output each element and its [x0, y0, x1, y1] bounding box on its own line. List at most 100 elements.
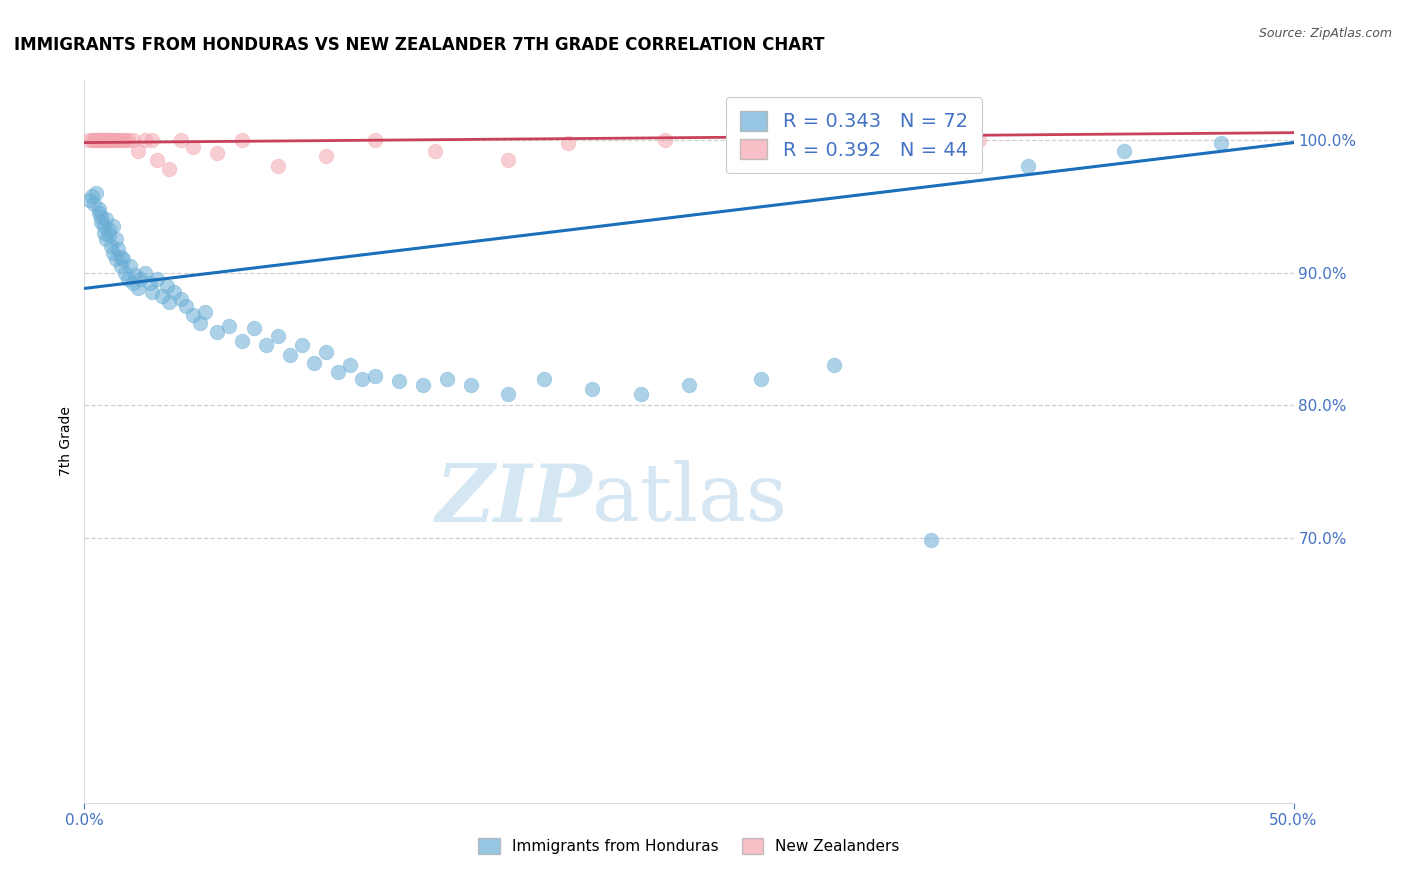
Point	[77, 133, 100, 147]
Point	[163, 285, 186, 300]
Point	[90, 215, 112, 229]
Point	[110, 133, 132, 147]
Point	[823, 359, 845, 373]
Point	[80, 188, 103, 202]
Point	[1017, 160, 1039, 174]
Y-axis label: 7th Grade: 7th Grade	[59, 407, 73, 476]
Point	[267, 329, 290, 343]
Point	[117, 272, 139, 286]
Point	[83, 133, 105, 147]
Point	[423, 144, 446, 158]
Point	[339, 359, 361, 373]
Point	[496, 153, 519, 167]
Point	[90, 133, 112, 147]
Point	[155, 278, 177, 293]
Point	[533, 371, 555, 385]
Point	[77, 193, 100, 207]
Point	[104, 133, 127, 147]
Point	[352, 371, 374, 385]
Point	[231, 334, 253, 349]
Point	[94, 232, 117, 246]
Point	[267, 160, 290, 174]
Point	[654, 133, 676, 147]
Point	[1209, 136, 1232, 150]
Point	[87, 202, 110, 216]
Point	[94, 212, 117, 227]
Point	[278, 348, 301, 362]
Point	[100, 239, 122, 253]
Point	[363, 133, 385, 147]
Point	[107, 133, 129, 147]
Text: ZIP: ZIP	[436, 460, 592, 538]
Point	[107, 242, 129, 256]
Point	[121, 276, 143, 290]
Point	[124, 268, 146, 282]
Point	[87, 133, 110, 147]
Point	[94, 133, 117, 147]
Point	[388, 374, 411, 388]
Point	[231, 133, 253, 147]
Point	[86, 133, 108, 147]
Point	[146, 153, 169, 167]
Point	[94, 133, 117, 147]
Point	[315, 149, 337, 163]
Point	[181, 139, 204, 153]
Point	[194, 305, 217, 319]
Point	[174, 299, 197, 313]
Point	[207, 325, 229, 339]
Point	[751, 371, 773, 385]
Point	[291, 338, 314, 352]
Point	[242, 321, 264, 335]
Point	[97, 228, 120, 243]
Point	[127, 144, 149, 158]
Point	[328, 365, 350, 379]
Point	[83, 196, 105, 211]
Point	[751, 146, 773, 161]
Point	[110, 259, 132, 273]
Point	[207, 146, 229, 161]
Point	[87, 206, 110, 220]
Point	[1114, 144, 1136, 158]
Point	[120, 259, 142, 273]
Text: IMMIGRANTS FROM HONDURAS VS NEW ZEALANDER 7TH GRADE CORRELATION CHART: IMMIGRANTS FROM HONDURAS VS NEW ZEALANDE…	[14, 36, 824, 54]
Point	[630, 387, 652, 401]
Point	[80, 133, 103, 147]
Point	[363, 368, 385, 383]
Point	[967, 133, 990, 147]
Point	[436, 371, 458, 385]
Legend: Immigrants from Honduras, New Zealanders: Immigrants from Honduras, New Zealanders	[472, 832, 905, 860]
Text: Source: ZipAtlas.com: Source: ZipAtlas.com	[1258, 27, 1392, 40]
Point	[302, 356, 325, 370]
Point	[141, 133, 163, 147]
Point	[190, 316, 212, 330]
Point	[114, 266, 136, 280]
Point	[170, 292, 193, 306]
Point	[117, 133, 139, 147]
Point	[86, 133, 108, 147]
Point	[104, 232, 127, 246]
Point	[93, 133, 115, 147]
Point	[97, 223, 120, 237]
Point	[90, 133, 112, 147]
Point	[103, 219, 125, 233]
Point	[112, 252, 135, 267]
Point	[97, 133, 120, 147]
Point	[496, 387, 519, 401]
Point	[103, 133, 125, 147]
Point	[90, 210, 112, 224]
Point	[218, 318, 240, 333]
Point	[127, 281, 149, 295]
Point	[114, 133, 136, 147]
Point	[254, 338, 277, 352]
Point	[678, 378, 700, 392]
Point	[581, 382, 603, 396]
Point	[86, 186, 108, 200]
Point	[557, 136, 579, 150]
Point	[157, 294, 180, 309]
Point	[97, 133, 120, 147]
Point	[121, 133, 143, 147]
Point	[134, 133, 156, 147]
Point	[150, 289, 173, 303]
Point	[146, 272, 169, 286]
Point	[87, 133, 110, 147]
